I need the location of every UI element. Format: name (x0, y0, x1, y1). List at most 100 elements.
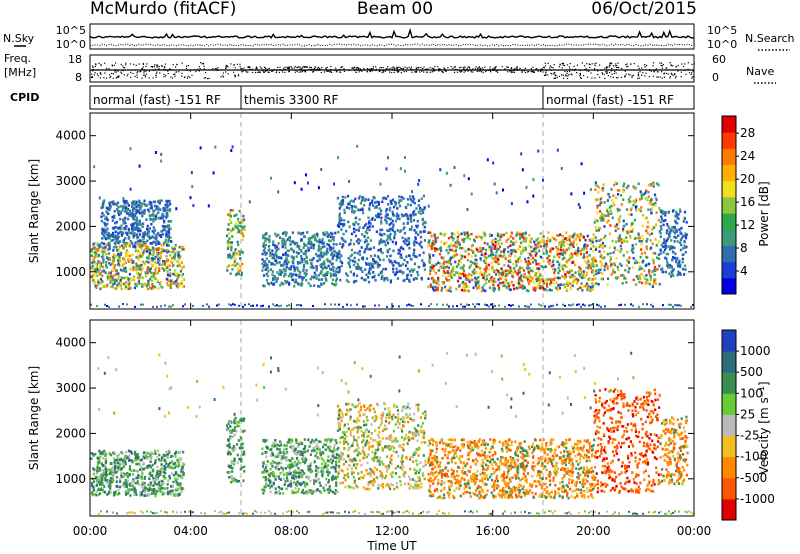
echo-cell (533, 247, 536, 251)
freq-point (266, 70, 268, 72)
nave-label: Nave (746, 65, 774, 78)
echo-cell (520, 250, 523, 253)
echo-cell (160, 152, 163, 156)
echo-cell (509, 259, 512, 262)
echo-cell (542, 239, 546, 242)
echo-cell (379, 258, 382, 262)
freq-point (545, 74, 547, 76)
echo-cell (126, 208, 129, 212)
echo-cell (107, 231, 110, 235)
echo-cell (500, 235, 503, 239)
echo-cell (495, 247, 498, 251)
echo-cell (663, 238, 666, 241)
echo-cell (440, 249, 443, 252)
echo-cell (177, 251, 180, 254)
freq-point (123, 66, 125, 69)
echo-cell (132, 234, 136, 238)
echo-cell (165, 233, 168, 236)
echo-cell (459, 276, 462, 280)
freq-point (114, 71, 116, 73)
echo-cell (241, 219, 244, 222)
echo-cell (126, 233, 129, 236)
freq-point (313, 71, 315, 73)
echo-cell (636, 277, 640, 280)
freq-point (257, 71, 259, 73)
echo-cell (448, 274, 451, 277)
freq-point (550, 72, 552, 74)
echo-cell (449, 289, 452, 293)
echo-cell (587, 264, 590, 267)
echo-cell (485, 267, 488, 270)
echo-cell (593, 263, 597, 267)
echo-cell (256, 304, 258, 307)
echo-cell (355, 274, 359, 277)
freq-point (509, 70, 511, 72)
freq-point (405, 70, 407, 73)
echo-cell (614, 276, 618, 280)
echo-cell (277, 233, 280, 237)
echo-cell (138, 219, 141, 223)
echo-cell (661, 245, 665, 249)
echo-cell (617, 268, 620, 272)
echo-cell (352, 211, 355, 214)
echo-cell (229, 255, 232, 258)
echo-cell (119, 260, 122, 264)
echo-cell (169, 227, 172, 231)
echo-cell (468, 237, 471, 241)
echo-cell (536, 246, 539, 249)
echo-cell (583, 256, 586, 259)
echo-cell (173, 253, 177, 256)
echo-cell (542, 235, 545, 238)
echo-cell (522, 246, 525, 249)
echo-cell (498, 281, 501, 285)
echo-cell (552, 304, 554, 307)
echo-cell (354, 260, 357, 264)
echo-cell (544, 287, 547, 291)
echo-cell (578, 235, 581, 239)
freq-point (291, 67, 293, 69)
echo-cell (93, 274, 96, 278)
echo-cell (159, 285, 162, 288)
echo-cell (262, 234, 265, 238)
echo-cell (236, 262, 239, 266)
echo-cell (280, 281, 283, 285)
echo-cell (460, 266, 463, 270)
echo-cell (463, 283, 466, 286)
echo-cell (353, 230, 356, 234)
echo-cell (420, 240, 423, 244)
echo-cell (628, 256, 631, 260)
echo-cell (101, 231, 104, 235)
echo-cell (367, 280, 371, 284)
echo-cell (477, 276, 480, 279)
echo-cell (633, 237, 637, 240)
echo-cell (395, 261, 398, 264)
echo-cell (596, 198, 599, 201)
echo-cell (100, 219, 103, 223)
freq-point (604, 77, 606, 79)
echo-cell (100, 215, 103, 219)
echo-cell (202, 304, 204, 307)
echo-cell (313, 271, 316, 275)
freq-point (490, 71, 492, 73)
echo-cell (142, 222, 145, 225)
echo-cell (315, 277, 318, 280)
echo-cell (450, 248, 454, 252)
freq-point (142, 62, 144, 65)
echo-cell (428, 260, 431, 263)
echo-cell (645, 240, 648, 243)
echo-cell (383, 232, 386, 236)
echo-cell (542, 178, 544, 182)
echo-cell (367, 236, 370, 239)
freq-point (236, 63, 238, 65)
echo-cell (359, 268, 362, 271)
echo-cell (660, 227, 663, 231)
echo-cell (108, 208, 111, 212)
echo-cell (182, 265, 185, 269)
freq-point (98, 62, 100, 64)
echo-cell (432, 239, 435, 243)
echo-cell (579, 267, 582, 271)
echo-cell (108, 241, 111, 245)
echo-cell (646, 303, 648, 306)
echo-cell (537, 284, 540, 287)
freq-point (329, 71, 331, 73)
